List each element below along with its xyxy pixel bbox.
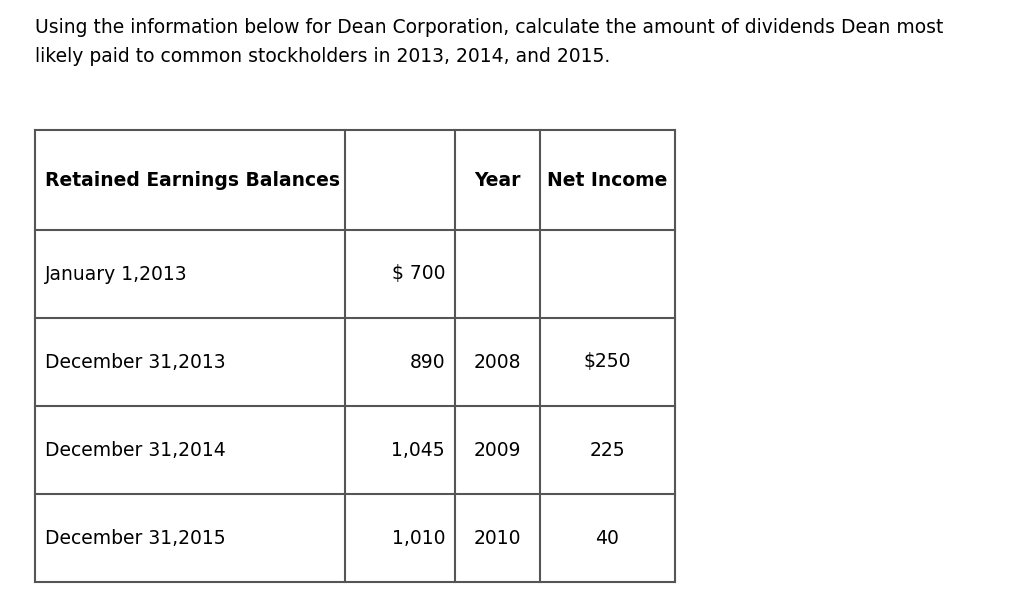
- Text: December 31,2015: December 31,2015: [45, 528, 225, 548]
- Text: 890: 890: [410, 353, 445, 371]
- Text: 2009: 2009: [474, 440, 521, 459]
- Text: Year: Year: [474, 171, 521, 190]
- Text: $250: $250: [584, 353, 631, 371]
- Text: January 1,2013: January 1,2013: [45, 265, 187, 284]
- Text: Net Income: Net Income: [547, 171, 668, 190]
- Text: $ 700: $ 700: [391, 265, 445, 284]
- Text: Using the information below for Dean Corporation, calculate the amount of divide: Using the information below for Dean Cor…: [35, 18, 943, 66]
- Text: 2008: 2008: [474, 353, 521, 371]
- Text: December 31,2014: December 31,2014: [45, 440, 225, 459]
- Text: Retained Earnings Balances: Retained Earnings Balances: [45, 171, 340, 190]
- Text: 2010: 2010: [474, 528, 521, 548]
- Text: 40: 40: [596, 528, 620, 548]
- Text: 225: 225: [590, 440, 626, 459]
- Text: December 31,2013: December 31,2013: [45, 353, 225, 371]
- Text: 1,010: 1,010: [391, 528, 445, 548]
- Text: 1,045: 1,045: [391, 440, 445, 459]
